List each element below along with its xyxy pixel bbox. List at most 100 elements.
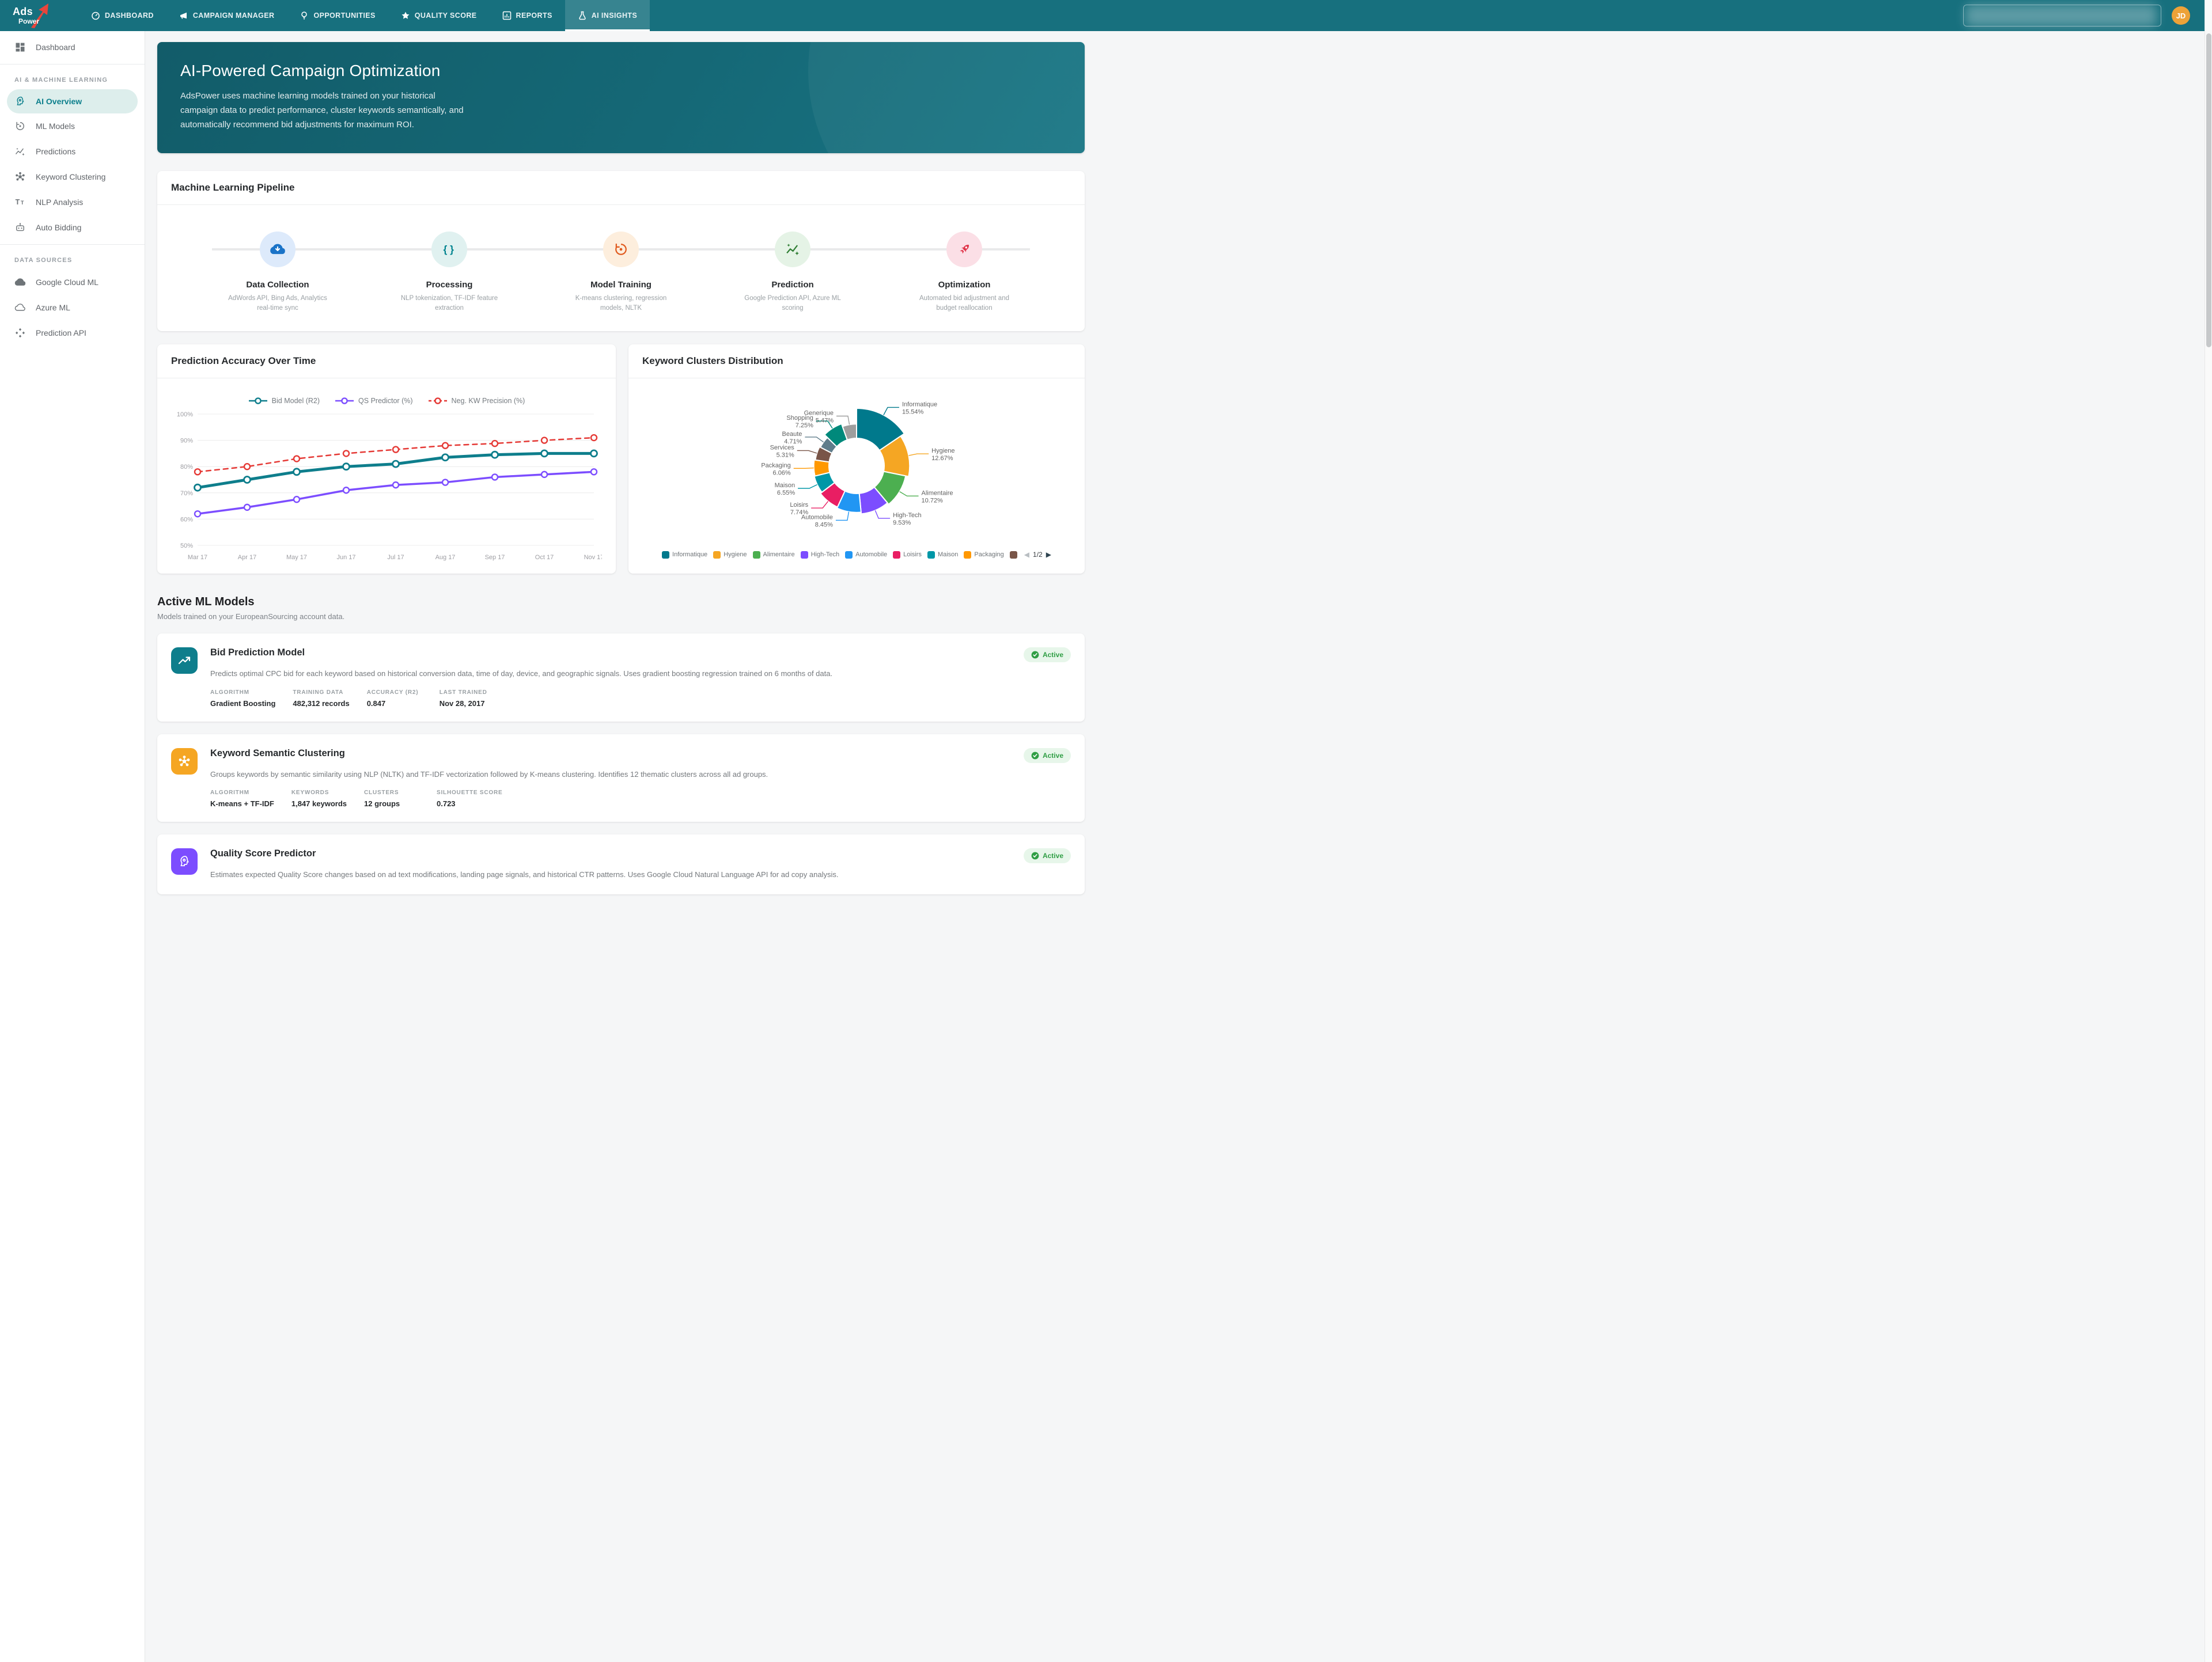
stat-accuracy: ACCURACY (R2) 0.847 — [367, 689, 422, 708]
data-point — [492, 441, 498, 446]
legend-item-Neg. KW Precision (%)[interactable]: Neg. KW Precision (%) — [428, 397, 525, 405]
label-leader-line — [908, 454, 929, 456]
legend-swatch-partial-Services[interactable] — [1010, 551, 1017, 559]
nav-item-ai-insights[interactable]: AI INSIGHTS — [565, 0, 650, 31]
svg-text:100%: 100% — [177, 411, 193, 418]
svg-text:Sep 17: Sep 17 — [485, 554, 505, 561]
cloud-download-icon — [270, 241, 286, 257]
sidebar-item-dashboard[interactable]: Dashboard — [0, 35, 145, 60]
legend-label: Alimentaire — [763, 551, 795, 558]
donut-legend-item-Automobile[interactable]: Automobile — [845, 551, 887, 559]
accuracy-title: Prediction Accuracy Over Time — [171, 355, 316, 366]
sidebar-item-google-cloud-ml[interactable]: Google Cloud ML — [0, 270, 145, 295]
legend-item-Bid Model (R2)[interactable]: Bid Model (R2) — [248, 397, 320, 405]
cluster-hub-icon — [177, 754, 191, 768]
sidebar-item-azure-ml[interactable]: Azure ML — [0, 295, 145, 320]
pipeline-title: Machine Learning Pipeline — [171, 182, 294, 193]
nav-label: CAMPAIGN MANAGER — [193, 12, 275, 20]
donut-legend-item-High-Tech[interactable]: High-Tech — [801, 551, 840, 559]
sidebar-item-keyword-clustering[interactable]: Keyword Clustering — [0, 164, 145, 189]
sidebar-section-ai-ml: AI & MACHINE LEARNING — [0, 69, 145, 89]
nav-item-dashboard[interactable]: DASHBOARD — [78, 0, 166, 31]
stat-training-data: TRAINING DATA 482,312 records — [293, 689, 349, 708]
legend-prev-page-icon[interactable]: ◀ — [1024, 551, 1029, 559]
sidebar-item-label: Prediction API — [36, 328, 86, 337]
sidebar-item-auto-bidding[interactable]: Auto Bidding — [0, 215, 145, 240]
legend-item-QS Predictor (%)[interactable]: QS Predictor (%) — [335, 397, 412, 405]
data-point — [195, 469, 200, 475]
main-content: AI-Powered Campaign Optimization AdsPowe… — [145, 31, 1099, 894]
sidebar-item-prediction-api[interactable]: Prediction API — [0, 320, 145, 346]
data-point — [294, 469, 300, 475]
model-icon — [171, 748, 198, 775]
charts-row: Prediction Accuracy Over Time Bid Model … — [157, 344, 1085, 574]
clusters-title: Keyword Clusters Distribution — [642, 355, 783, 366]
adspower-logo[interactable]: Ads Power — [13, 0, 58, 31]
user-avatar[interactable]: JD — [2172, 6, 2190, 25]
stat-algorithm: ALGORITHM Gradient Boosting — [210, 689, 275, 708]
data-point — [195, 484, 201, 491]
models-subheading: Models trained on your EuropeanSourcing … — [157, 612, 1085, 621]
step-circle: { } — [431, 232, 467, 267]
donut-legend-item-Informatique[interactable]: Informatique — [662, 551, 707, 559]
pipeline-body: Data Collection AdWords API, Bing Ads, A… — [157, 205, 1085, 313]
svg-text:{ }: { } — [444, 244, 454, 255]
slice-label: Informatique15.54% — [902, 401, 937, 415]
stat-last-trained: LAST TRAINED Nov 28, 2017 — [440, 689, 495, 708]
nav-item-reports[interactable]: REPORTS — [490, 0, 565, 31]
clusters-header: Keyword Clusters Distribution — [628, 344, 1085, 378]
sidebar-item-label: Keyword Clustering — [36, 172, 105, 181]
sidebar-item-predictions[interactable]: Predictions — [0, 139, 145, 164]
donut-legend-item-Loisirs[interactable]: Loisirs — [893, 551, 922, 559]
svg-text:70%: 70% — [180, 490, 193, 497]
step-circle — [946, 232, 982, 267]
star-icon — [401, 11, 410, 20]
legend-page-indicator: 1/2 — [1033, 551, 1043, 559]
sidebar-item-nlp-analysis[interactable]: T T NLP Analysis — [0, 189, 145, 215]
donut-legend-item-Hygiene[interactable]: Hygiene — [713, 551, 747, 559]
data-point — [294, 456, 300, 462]
label-leader-line — [794, 468, 814, 469]
step-name: Optimization — [938, 280, 991, 290]
data-point — [393, 447, 399, 453]
legend-swatch — [753, 551, 760, 559]
check-circle-icon — [1031, 651, 1039, 659]
sidebar-item-label: Google Cloud ML — [36, 278, 99, 287]
svg-text:Jun 17: Jun 17 — [336, 554, 355, 561]
sidebar-item-ai-overview[interactable]: AI Overview — [7, 89, 138, 113]
slice-label: Loisirs7.74% — [790, 502, 808, 516]
step-name: Data Collection — [246, 280, 309, 290]
pipeline-steps: Data Collection AdWords API, Bing Ads, A… — [192, 232, 1050, 313]
pipeline-step-model-training: Model Training K-means clustering, regre… — [535, 232, 707, 313]
legend-swatch — [927, 551, 935, 559]
legend-swatch — [713, 551, 721, 559]
nav-item-quality-score[interactable]: QUALITY SCORE — [388, 0, 490, 31]
model-title: Quality Score Predictor — [210, 848, 316, 859]
logo-text-line2: Power — [18, 18, 58, 25]
status-badge: Active — [1024, 748, 1071, 763]
cloud-outline-icon — [14, 302, 26, 313]
sidebar: Dashboard AI & MACHINE LEARNING AI Overv… — [0, 31, 145, 1662]
models-heading: Active ML Models — [157, 595, 1085, 609]
nav-item-opportunities[interactable]: OPPORTUNITIES — [287, 0, 388, 31]
nav-label: REPORTS — [516, 12, 552, 20]
stat-silhouette-score: SILHOUETTE SCORE 0.723 — [437, 790, 502, 808]
slice-label: Alimentaire10.72% — [922, 490, 953, 504]
svg-text:Jul 17: Jul 17 — [387, 554, 404, 561]
donut-legend-item-Packaging[interactable]: Packaging — [964, 551, 1003, 559]
sidebar-item-ml-models[interactable]: ML Models — [0, 113, 145, 139]
cluster-hub-icon — [14, 171, 26, 183]
scrollbar-thumb[interactable] — [2206, 33, 2211, 347]
legend-marker-icon — [335, 397, 354, 404]
pipeline-step-optimization: Optimization Automated bid adjustment an… — [878, 232, 1050, 313]
legend-swatch — [662, 551, 669, 559]
clusters-legend: Informatique Hygiene Alimentaire High-Tech A… — [642, 551, 1071, 559]
search-input-border[interactable] — [1963, 5, 2161, 26]
donut-legend-item-Alimentaire[interactable]: Alimentaire — [753, 551, 795, 559]
nav-item-campaign-manager[interactable]: CAMPAIGN MANAGER — [166, 0, 287, 31]
step-desc: Google Prediction API, Azure ML scoring — [743, 294, 843, 313]
donut-legend-item-Maison[interactable]: Maison — [927, 551, 958, 559]
svg-text:T: T — [21, 200, 24, 206]
legend-next-page-icon[interactable]: ▶ — [1046, 551, 1051, 559]
legend-swatch — [801, 551, 808, 559]
